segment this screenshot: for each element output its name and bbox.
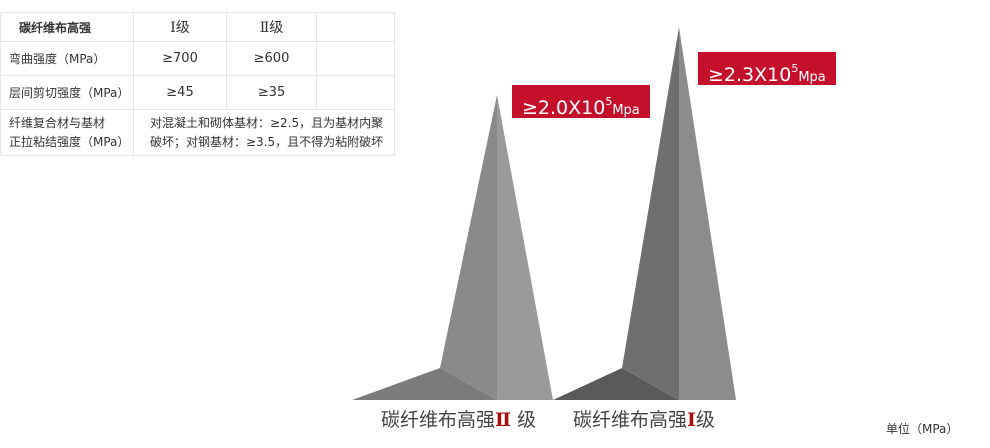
row-label-line: 纤维复合材与基材 — [9, 115, 106, 130]
label-grade1: 碳纤维布高强Ⅰ级 — [573, 405, 715, 432]
unit-label: 单位（MPa） — [886, 422, 959, 436]
pyramid-left-face — [622, 27, 679, 400]
label-text: 级 — [695, 409, 715, 431]
cell: ≥45 — [133, 75, 227, 110]
cell: ≥600 — [226, 41, 317, 76]
label-grade2: 碳纤维布高强Ⅱ 级 — [381, 405, 536, 432]
label-text: 碳纤维布高强 — [573, 409, 688, 431]
header-cell — [316, 12, 395, 42]
pyramid-grade1 — [553, 27, 736, 400]
spec-table: 碳纤维布高强 Ⅰ级 Ⅱ级 弯曲强度（MPa） ≥700 ≥600 层间剪切强度（… — [0, 12, 395, 156]
cell: ≥35 — [226, 75, 317, 110]
table-header: 碳纤维布高强 Ⅰ级 Ⅱ级 — [0, 12, 395, 42]
tag-exponent: 5 — [791, 62, 799, 75]
modulus-tag-grade2: ≥2.0X105Mpa — [512, 85, 650, 119]
cell-line: 破坏；对钢基材：≥3.5，且不得为粘附破坏 — [150, 134, 384, 149]
tag-value: ≥2.0X10 — [522, 97, 606, 119]
label-text: 级 — [511, 409, 537, 431]
row-label-line: 正拉粘结强度（MPa） — [9, 134, 130, 149]
tag-unit: Mpa — [612, 103, 640, 118]
pyramid-right-face — [679, 27, 736, 400]
pyramid-base — [553, 368, 679, 400]
cell: 对混凝土和砌体基材：≥2.5，且为基材内聚 破坏；对钢基材：≥3.5，且不得为粘附… — [133, 109, 395, 156]
header-cell: 碳纤维布高强 — [0, 12, 134, 42]
tag-exponent: 5 — [605, 95, 613, 108]
table-row: 纤维复合材与基材正拉粘结强度（MPa） 对混凝土和砌体基材：≥2.5，且为基材内… — [0, 109, 395, 156]
pyramid-right-face — [497, 95, 553, 400]
cell — [316, 75, 395, 110]
header-cell: Ⅰ级 — [133, 12, 227, 42]
label-grade: Ⅰ — [687, 409, 696, 431]
label-text: 碳纤维布高强 — [381, 409, 496, 431]
table-row: 弯曲强度（MPa） ≥700 ≥600 — [0, 41, 395, 76]
pyramid-grade2 — [352, 95, 553, 400]
modulus-tag-grade1: ≥2.3X105Mpa — [698, 52, 836, 86]
tag-value: ≥2.3X10 — [708, 64, 792, 86]
cell-line: 对混凝土和砌体基材：≥2.5，且为基材内聚 — [150, 115, 384, 130]
tag-unit: Mpa — [798, 70, 826, 85]
pyramid-base — [352, 368, 497, 400]
row-label: 层间剪切强度（MPa） — [0, 75, 134, 110]
pyramid-left-face — [440, 95, 497, 400]
label-grade: Ⅱ — [495, 409, 512, 431]
row-label: 纤维复合材与基材正拉粘结强度（MPa） — [0, 109, 134, 156]
table-row: 层间剪切强度（MPa） ≥45 ≥35 — [0, 75, 395, 110]
